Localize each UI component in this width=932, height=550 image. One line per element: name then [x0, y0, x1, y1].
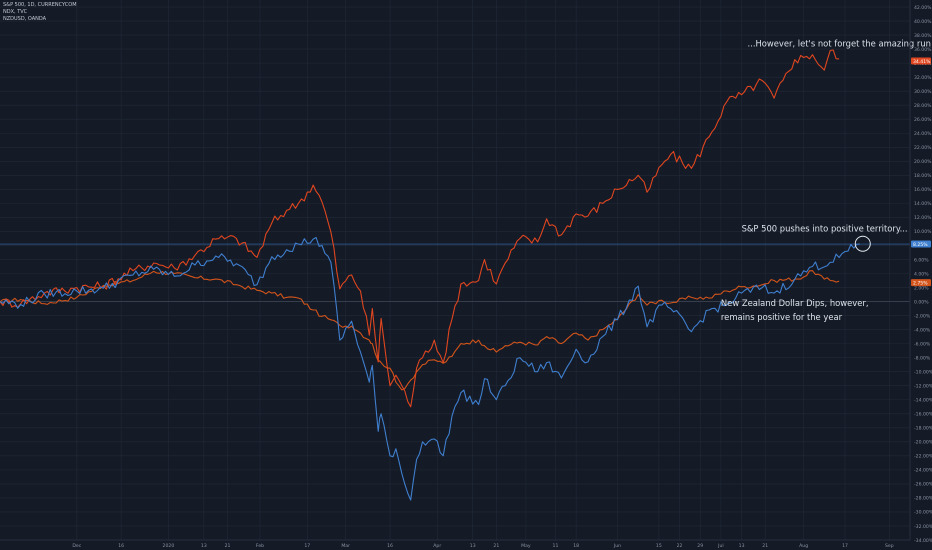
y-tick-label: -18.00%: [914, 426, 932, 432]
y-tick-label: -16.00%: [914, 412, 932, 418]
legend-item-nzdusd[interactable]: NZDUSD, OANDA: [3, 16, 47, 22]
y-tick-label: 20.00%: [914, 159, 932, 165]
x-tick-label: 21: [762, 543, 768, 549]
y-tick-label: -24.00%: [914, 468, 932, 474]
x-tick-label: 18: [573, 543, 579, 549]
x-tick-label: 16: [387, 543, 393, 549]
legend-item-ndx[interactable]: NDX, TVC: [3, 9, 28, 15]
y-tick-label: -14.00%: [914, 398, 932, 404]
y-tick-label: -20.00%: [914, 440, 932, 446]
y-tick-label: -32.00%: [914, 524, 932, 530]
annotation-text: remains positive for the year: [721, 312, 843, 322]
sp500-highlight-circle: [854, 235, 871, 252]
y-tick-label: -4.00%: [914, 327, 931, 333]
x-tick-label: Jul: [717, 543, 724, 549]
y-tick-label: 10.00%: [914, 229, 932, 235]
series-lines: [0, 49, 860, 501]
x-tick-label: Apr: [433, 543, 441, 549]
y-tick-label: 40.00%: [914, 19, 932, 25]
y-tick-label: 0.00%: [914, 299, 929, 305]
x-tick-label: 2020: [163, 543, 175, 549]
y-tick-label: 28.00%: [914, 103, 932, 109]
x-tick-label: Aug: [799, 543, 808, 549]
y-tick-label: 30.00%: [914, 89, 932, 95]
x-tick-label: 13: [739, 543, 745, 549]
y-tick-label: -30.00%: [914, 510, 932, 516]
y-tick-label: 32.00%: [914, 75, 932, 81]
legend-item-sp500[interactable]: S&P 500, 1D, CURRENCYCOM: [3, 2, 77, 8]
series-line-ndx: [0, 49, 840, 408]
markers: [854, 235, 871, 252]
y-tick-label: -12.00%: [914, 384, 932, 390]
value-badge-label-ndx: 34.41%: [913, 59, 931, 65]
x-tick-label: Mar: [341, 543, 350, 549]
y-tick-label: 14.00%: [914, 201, 932, 207]
x-tick-label: 29: [697, 543, 703, 549]
x-tick-label: Feb: [256, 543, 264, 549]
y-tick-label: 6.00%: [914, 257, 929, 263]
y-tick-label: 22.00%: [914, 145, 932, 151]
y-tick-label: 12.00%: [914, 215, 932, 221]
x-tick-label: 13: [470, 543, 476, 549]
value-badge-label-nzdusd: 2.75%: [913, 280, 928, 286]
x-tick-label: 15: [656, 543, 662, 549]
x-tick-label: 21: [225, 543, 231, 549]
y-tick-label: -28.00%: [914, 496, 932, 502]
x-tick-label: 22: [677, 543, 683, 549]
y-tick-label: -34.00%: [914, 538, 932, 544]
y-tick-label: 2.00%: [914, 285, 929, 291]
x-tick-label: Dec: [72, 543, 81, 549]
x-tick-label: Sep: [885, 543, 894, 549]
x-tick-label: 17: [842, 543, 848, 549]
y-tick-label: -26.00%: [914, 482, 932, 488]
annotation-text: ...However, let's not forget the amazing…: [748, 38, 932, 48]
x-tick-label: 13: [201, 543, 207, 549]
legend: S&P 500, 1D, CURRENCYCOM NDX, TVC NZDUSD…: [3, 2, 77, 23]
y-tick-label: 36.00%: [914, 47, 932, 53]
y-tick-label: -10.00%: [914, 369, 932, 375]
y-tick-label: 4.00%: [914, 271, 929, 277]
y-tick-label: -22.00%: [914, 454, 932, 460]
y-tick-label: 38.00%: [914, 33, 932, 39]
zero-line: [0, 243, 910, 302]
x-tick-label: 11: [553, 543, 559, 549]
x-tick-label: May: [521, 543, 531, 549]
x-axis: Dec 16 2020 13 21 Feb 17 Mar 16 Apr 13 21 May 11 18 Jun…: [0, 539, 910, 549]
y-tick-label: 42.00%: [914, 5, 932, 11]
value-badge-nzdusd: [911, 279, 931, 287]
y-tick-label: 18.00%: [914, 173, 932, 179]
annotation-text: S&P 500 pushes into positive territory..…: [742, 223, 908, 233]
value-badge-ndx: [911, 57, 931, 65]
x-tick-label: 16: [118, 543, 124, 549]
y-tick-label: -8.00%: [914, 355, 931, 361]
y-tick-label: -2.00%: [914, 313, 931, 319]
x-tick-label: 21: [493, 543, 499, 549]
value-badge-label-sp500: 8.25%: [913, 242, 928, 248]
x-tick-label: 17: [304, 543, 310, 549]
y-tick-label: 16.00%: [914, 187, 932, 193]
value-badge-sp500: [911, 240, 931, 248]
y-axis: 42.00%40.00%38.00%36.00%34.00%32.00%30.0…: [909, 0, 932, 544]
y-tick-label: -6.00%: [914, 341, 931, 347]
annotations: ...However, let's not forget the amazing…: [721, 38, 932, 322]
y-tick-label: 26.00%: [914, 117, 932, 123]
y-tick-label: 24.00%: [914, 131, 932, 137]
series-line-sp500: [0, 236, 860, 501]
annotation-text: New Zealand Dollar Dips, however,: [721, 298, 869, 308]
x-tick-label: Jun: [613, 543, 621, 549]
